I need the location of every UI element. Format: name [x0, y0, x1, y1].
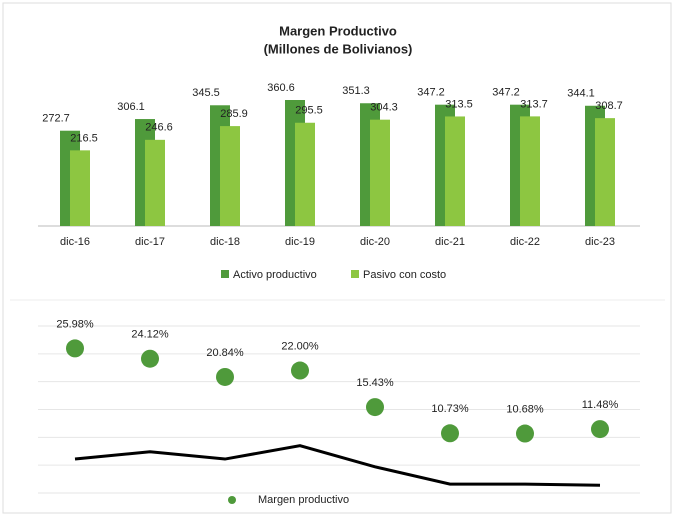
dot	[216, 367, 234, 386]
data-label: 15.43%	[356, 377, 394, 389]
data-label: 360.6	[267, 82, 295, 94]
legend-swatch	[351, 270, 359, 278]
legend-swatch	[221, 270, 229, 278]
x-tick-label: dic-16	[60, 236, 90, 248]
data-label: 285.9	[220, 108, 248, 120]
data-label: 24.12%	[131, 329, 169, 341]
dot	[441, 424, 459, 443]
x-tick-label: dic-19	[285, 236, 315, 248]
bar	[220, 126, 240, 226]
chart-subtitle: (Millones de Bolivianos)	[264, 41, 413, 56]
data-label: 351.3	[342, 85, 370, 97]
dot	[66, 339, 84, 358]
dot	[141, 349, 159, 368]
bar	[295, 122, 315, 226]
dot	[291, 361, 309, 380]
x-tick-label: dic-17	[135, 236, 165, 248]
bar	[520, 116, 540, 226]
x-tick-label: dic-21	[435, 236, 465, 248]
data-label: 216.5	[70, 132, 98, 144]
dot	[591, 420, 609, 439]
data-label: 295.5	[295, 105, 323, 117]
data-label: 10.73%	[431, 403, 469, 415]
legend-swatch	[228, 496, 236, 504]
data-label: 308.7	[595, 100, 623, 112]
data-label: 313.7	[520, 98, 548, 110]
legend-label: Pasivo con costo	[363, 269, 446, 281]
chart-title: Margen Productivo	[279, 23, 397, 38]
data-label: 22.00%	[281, 340, 319, 352]
data-label: 10.68%	[506, 403, 544, 415]
bar	[145, 139, 165, 226]
data-label: 306.1	[117, 101, 145, 113]
x-tick-label: dic-18	[210, 236, 240, 248]
x-tick-label: dic-20	[360, 236, 390, 248]
data-label: 345.5	[192, 87, 220, 99]
data-label: 304.3	[370, 102, 398, 114]
x-tick-label: dic-23	[585, 236, 615, 248]
data-label: 347.2	[417, 87, 445, 99]
bar	[445, 116, 465, 226]
legend-label: Activo productivo	[233, 269, 317, 281]
line	[74, 444, 601, 487]
data-label: 20.84%	[206, 347, 244, 359]
data-label: 246.6	[145, 122, 173, 134]
data-label: 25.98%	[56, 318, 94, 330]
data-label: 344.1	[567, 88, 595, 100]
data-label: 313.5	[445, 98, 473, 110]
legend-label: Margen productivo	[258, 494, 349, 506]
data-label: 347.2	[492, 87, 520, 99]
dot	[366, 398, 384, 417]
data-label: 272.7	[42, 113, 70, 125]
bar	[70, 150, 90, 226]
dot	[516, 424, 534, 443]
bar	[370, 119, 390, 226]
bar	[595, 118, 615, 226]
data-label: 11.48%	[582, 399, 619, 411]
x-tick-label: dic-22	[510, 236, 540, 248]
